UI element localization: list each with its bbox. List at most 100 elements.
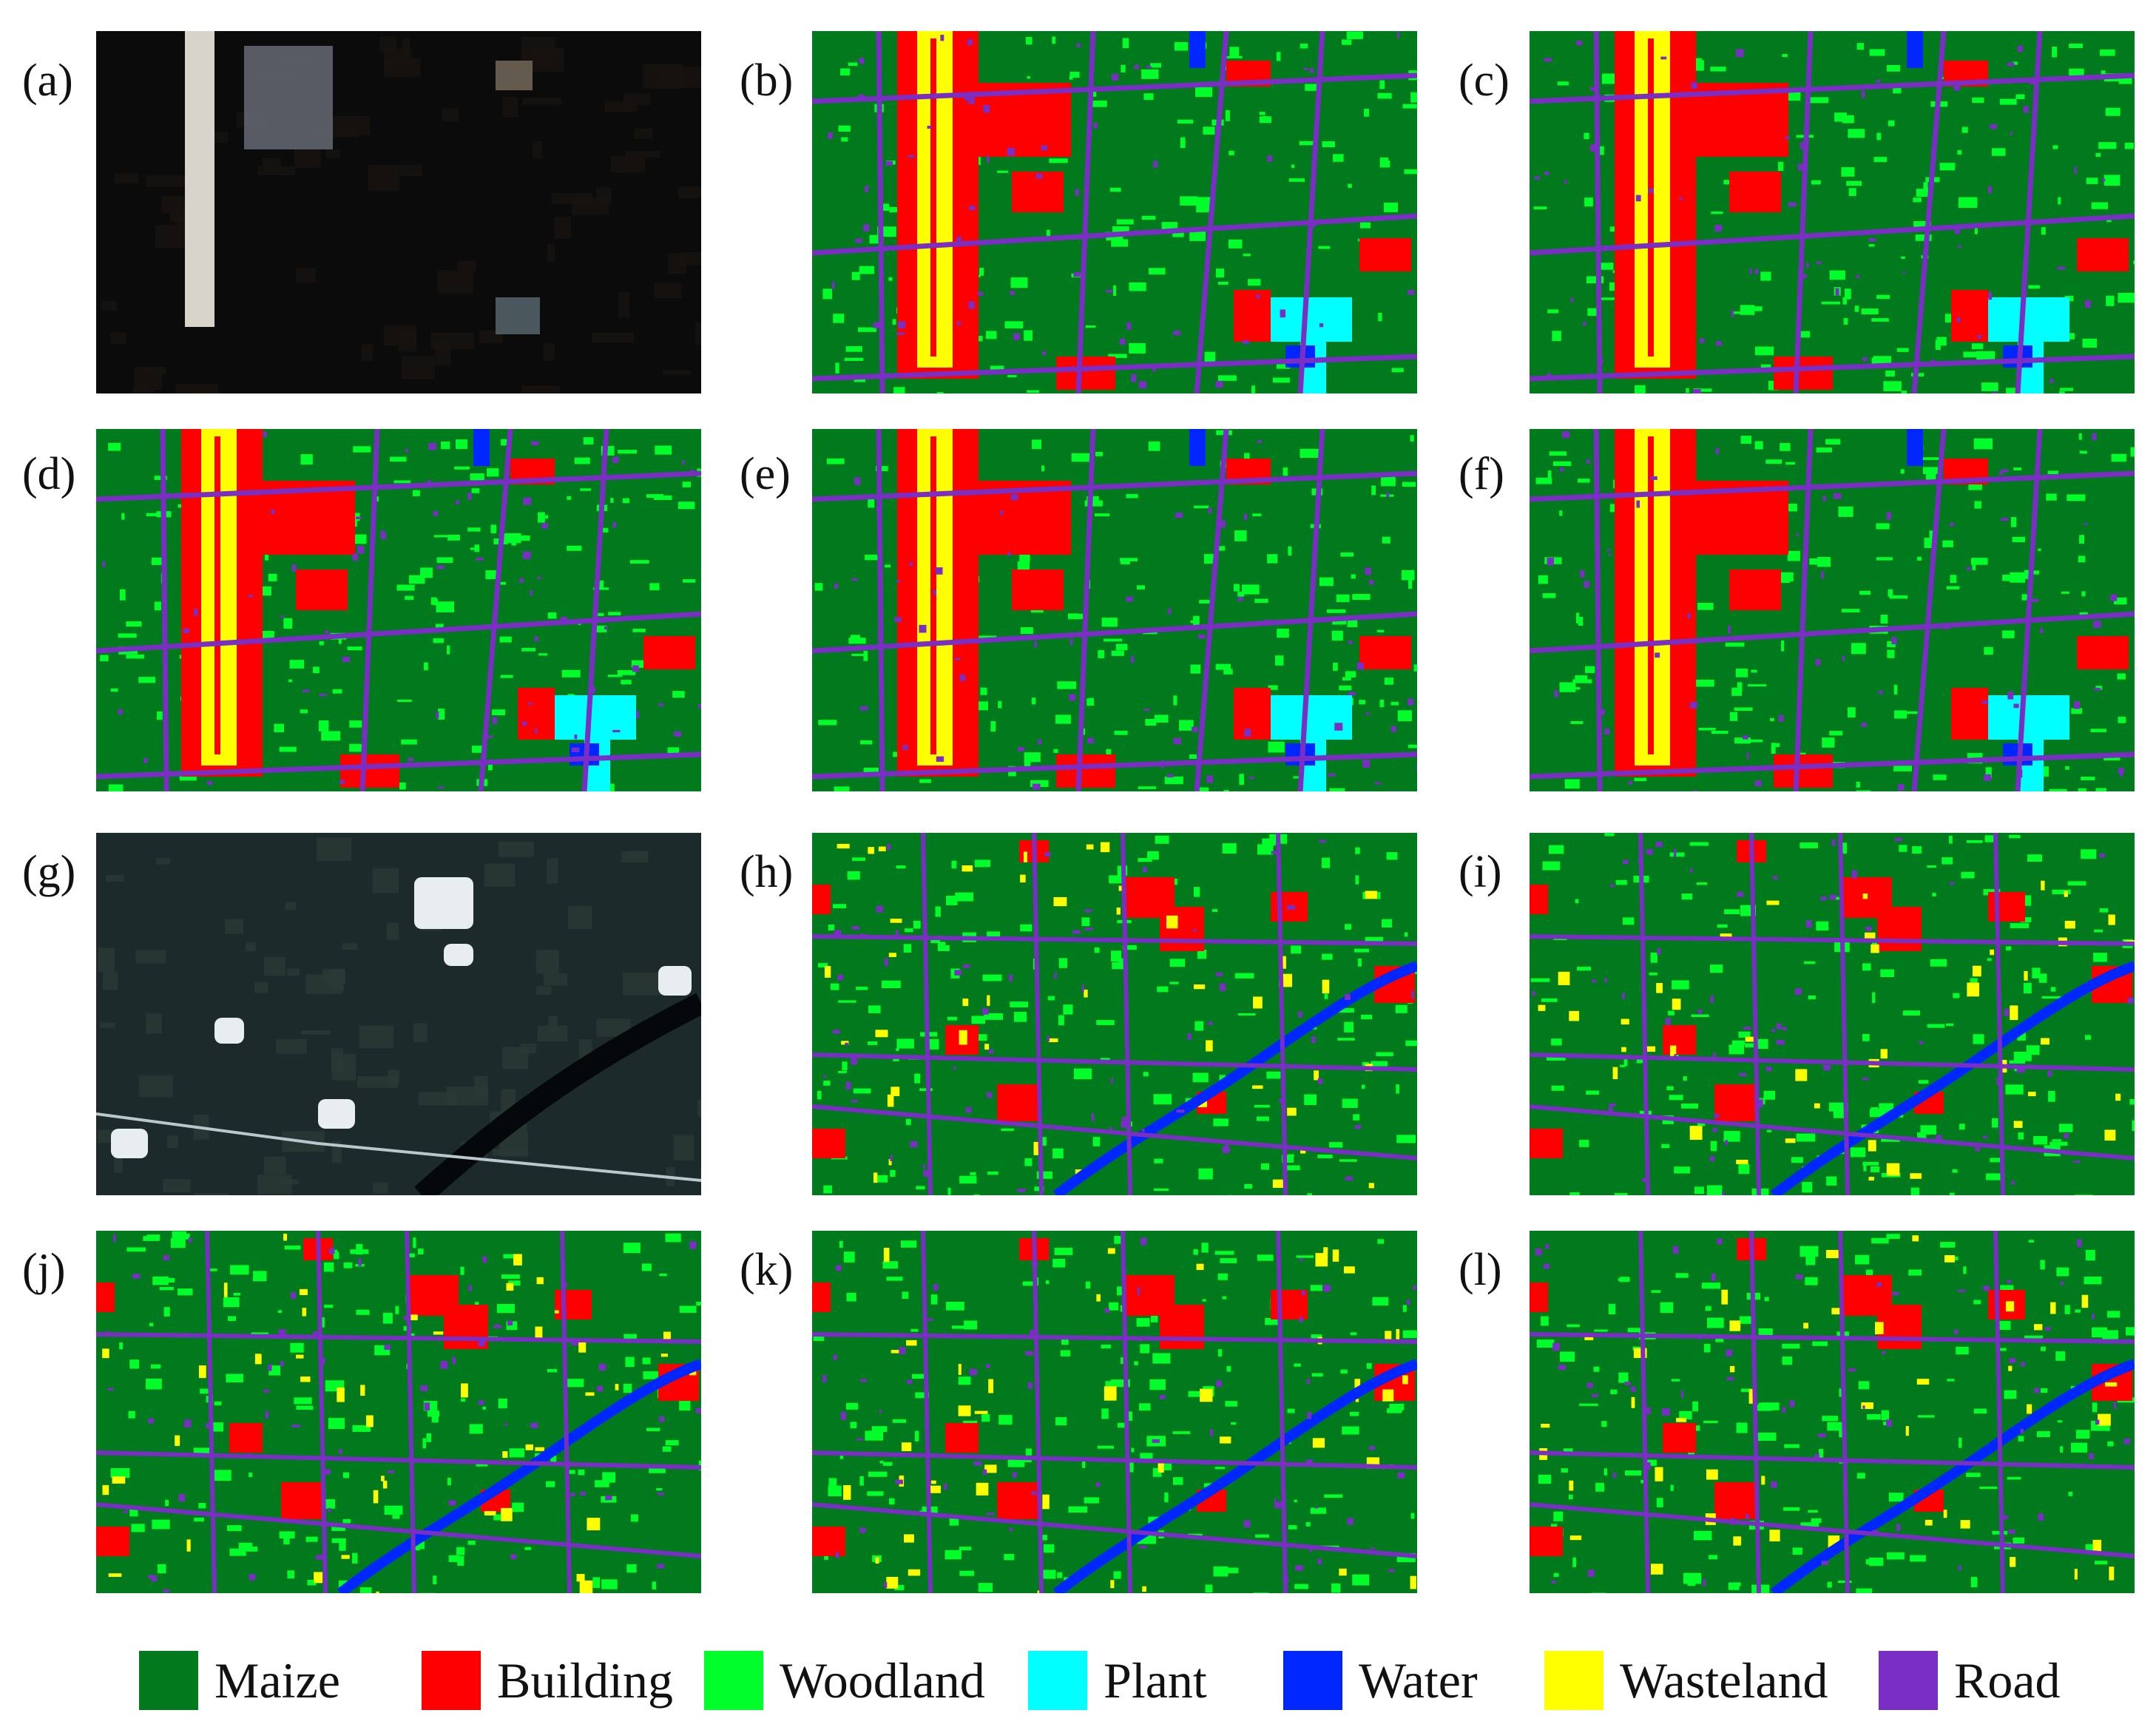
woodland-patch [595, 1480, 609, 1487]
woodland-patch [1542, 861, 1561, 871]
road-fragment [1041, 351, 1047, 356]
woodland-patch [1738, 1031, 1751, 1038]
woodland-patch [1687, 1577, 1696, 1587]
woodland-patch [883, 203, 890, 211]
road-fragment [1722, 1192, 1725, 1195]
wasteland-patch [2013, 1121, 2023, 1128]
road-fragment [689, 1241, 697, 1249]
woodland-patch [813, 1333, 825, 1342]
road-fragment [2120, 772, 2123, 777]
woodland-patch [1979, 1486, 1998, 1490]
woodland-patch [1060, 1350, 1071, 1356]
woodland-patch [321, 731, 341, 741]
building-block [1663, 1025, 1696, 1055]
woodland-patch [845, 1402, 859, 1410]
woodland-patch [214, 1470, 232, 1481]
woodland-patch [1800, 842, 1818, 848]
wasteland-patch [1100, 842, 1110, 853]
road-fragment [982, 1469, 987, 1476]
panel-canvas [812, 31, 1417, 393]
woodland-patch [1740, 1388, 1753, 1393]
woodland-patch [1764, 1297, 1769, 1302]
field-parcel [435, 339, 451, 366]
road-fragment [1160, 760, 1164, 768]
woodland-patch [1213, 1118, 1229, 1126]
woodland-patch [2071, 708, 2083, 714]
woodland-patch [1134, 1361, 1138, 1365]
building-cluster [496, 297, 540, 334]
classification-map [1530, 429, 2135, 791]
woodland-patch [467, 1540, 476, 1545]
woodland-patch [283, 618, 293, 629]
woodland-patch [1413, 667, 1417, 672]
road-fragment [1215, 381, 1223, 388]
wasteland-patch [976, 1482, 989, 1496]
wasteland-patch [837, 843, 850, 849]
woodland-patch [1225, 110, 1230, 121]
wasteland-patch [1761, 1476, 1765, 1485]
woodland-patch [1942, 857, 1953, 865]
woodland-patch [618, 450, 638, 454]
woodland-patch [641, 1263, 652, 1271]
woodland-patch [2052, 889, 2071, 894]
road-fragment [455, 500, 459, 505]
woodland-patch [294, 1397, 312, 1405]
woodland-patch [951, 1325, 966, 1329]
road-fragment [1754, 268, 1759, 275]
woodland-patch [1961, 126, 1968, 133]
woodland-patch [1957, 149, 1962, 155]
road-fragment [1034, 641, 1037, 648]
road-fragment [1697, 1009, 1702, 1015]
road-fragment [1041, 145, 1048, 151]
road-fragment [1547, 373, 1551, 380]
woodland-patch [951, 860, 957, 869]
woodland-patch [226, 1525, 242, 1532]
road-fragment [1820, 571, 1824, 579]
woodland-patch [1342, 1098, 1358, 1108]
road-fragment [1554, 689, 1558, 698]
wasteland-patch [1332, 1249, 1339, 1262]
road-fragment [1134, 64, 1139, 70]
road-fragment [1993, 391, 1998, 393]
road-fragment [953, 1065, 956, 1070]
woodland-patch [1244, 453, 1250, 464]
road-fragment [1655, 652, 1660, 658]
road-fragment [1622, 859, 1629, 865]
woodland-patch [1842, 842, 1848, 854]
road-fragment [1017, 1188, 1026, 1192]
woodland-patch [1816, 447, 1832, 453]
woodland-patch [1946, 586, 1960, 589]
road-fragment [674, 731, 682, 737]
road-fragment [1800, 142, 1808, 149]
road-fragment [2017, 45, 2023, 53]
woodland-patch [1856, 1473, 1865, 1479]
woodland-patch [1262, 838, 1276, 846]
field-parcel [325, 149, 339, 159]
woodland-patch [1377, 1239, 1385, 1244]
road-segment [1194, 429, 1229, 791]
road-fragment [1749, 268, 1752, 275]
woodland-patch [229, 1548, 246, 1556]
wasteland-patch [254, 1354, 262, 1365]
woodland-patch [1223, 789, 1229, 791]
woodland-patch [2048, 1090, 2055, 1102]
wasteland-patch [1385, 1331, 1392, 1342]
field-parcel [447, 1087, 488, 1106]
road-fragment [263, 1389, 269, 1393]
woodland-patch [437, 709, 445, 720]
road-segment [876, 429, 885, 791]
woodland-patch [474, 544, 480, 553]
woodland-patch [2103, 757, 2120, 761]
field-parcel [442, 108, 459, 121]
woodland-patch [1649, 972, 1657, 976]
woodland-patch [1792, 1547, 1802, 1555]
woodland-patch [835, 362, 839, 374]
road-fragment [1679, 197, 1683, 200]
woodland-patch [1922, 457, 1941, 460]
cloud [318, 1099, 355, 1129]
road-fragment [1799, 274, 1807, 279]
woodland-patch [1547, 309, 1559, 314]
woodland-patch [1361, 1014, 1373, 1020]
road-fragment [1570, 297, 1574, 303]
river [414, 993, 701, 1195]
